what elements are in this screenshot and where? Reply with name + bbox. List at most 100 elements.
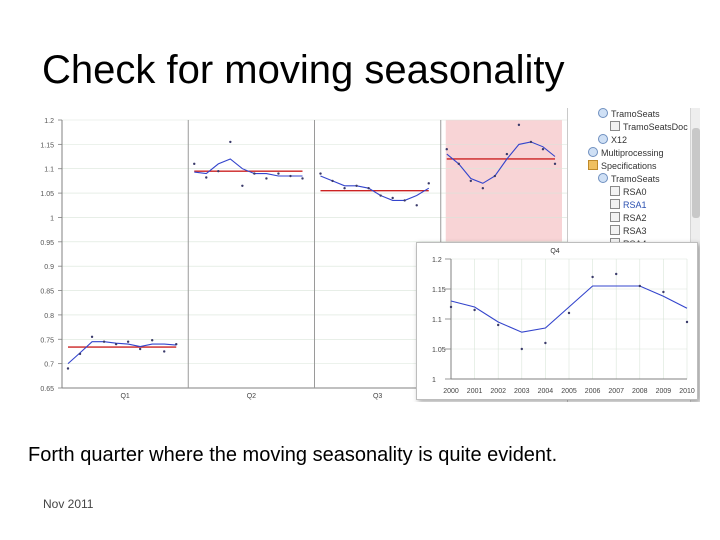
data-point [457,162,460,166]
q4-detail-popup: Q4 1.2 1.15 1.1 1.05 1 2000 2001 2002 2003 2004 200… [416,242,698,400]
x-tick-label: 2005 [561,388,577,395]
tree-item[interactable]: Specifications [588,160,657,172]
data-point [301,177,304,180]
trend-line [67,341,177,365]
y-tick-label: 1.15 [432,287,446,294]
slide-title: Check for moving seasonality [42,48,565,92]
data-point [379,194,382,197]
data-point [163,350,166,353]
data-point [403,199,406,202]
data-point [205,176,208,179]
y-tick-label: 1.15 [40,142,54,149]
trend-line [446,141,556,184]
data-point [319,172,322,175]
y-tick-label: 1.2 [44,118,54,125]
x-tick-label: 2001 [467,388,483,395]
x-category-label: Q2 [247,393,256,400]
document-icon [610,186,620,196]
data-point [289,174,292,178]
popup-title: Q4 [550,248,559,255]
tree-item[interactable]: RSA0 [610,186,647,198]
application-screenshot: 1.2 1.15 1.1 1.05 1 0.95 0.9 0.85 0.8 0.75 0.7 0.65… [32,108,700,402]
data-point [591,275,594,279]
data-point [217,169,220,173]
document-icon [610,121,620,131]
x-tick-label: 2008 [632,388,648,395]
tree-item[interactable]: TramoSeats [598,173,660,185]
data-point [449,305,453,309]
data-point [481,187,485,190]
tree-item-selected[interactable]: RSA1 [610,199,647,211]
y-tick-label: 1.2 [432,257,442,264]
y-tick-label: 0.8 [44,313,54,320]
data-point [415,204,418,207]
y-tick-label: 0.65 [40,386,54,393]
data-point [520,347,523,351]
data-point [265,177,268,180]
data-point [78,352,82,356]
data-point [90,335,94,339]
data-point [517,123,521,127]
data-point [445,148,448,151]
data-point [469,179,473,183]
slide-caption: Forth quarter where the moving seasonali… [28,444,558,466]
x-category-label: Q1 [120,393,129,400]
data-point [685,320,689,324]
data-point [175,342,178,346]
y-tick-label: 1.05 [432,347,446,354]
y-tick-label: 0.7 [44,362,54,369]
tree-item[interactable]: TramoSeats [598,108,660,120]
data-point [638,284,641,288]
x-tick-label: 2002 [490,388,506,395]
x-tick-label: 2004 [538,388,554,395]
data-point [114,342,118,346]
data-point [493,174,497,178]
data-point [193,162,196,166]
gear-icon [598,173,608,183]
trend-line [450,285,688,333]
x-tick-label: 2007 [608,388,624,395]
x-tick-label: 2003 [514,388,530,395]
data-point [277,172,280,175]
tree-item[interactable]: TramoSeatsDoc [610,121,688,133]
y-tick-label: 1.1 [432,317,442,324]
data-point [229,140,232,144]
data-point [66,367,70,370]
data-point [391,196,394,200]
tree-item[interactable]: RSA3 [610,225,647,237]
data-point [497,323,500,327]
data-point [662,290,665,294]
y-tick-label: 1.05 [40,191,54,198]
y-tick-label: 0.95 [40,240,54,247]
data-point [553,162,557,166]
data-point [541,148,545,151]
y-tick-label: 1 [432,377,436,384]
y-tick-label: 0.9 [44,264,54,271]
data-point [126,340,130,343]
data-point [473,308,476,312]
data-point [343,187,346,190]
data-point [544,341,547,345]
y-tick-label: 1.1 [44,167,54,174]
tree-item[interactable]: RSA2 [610,212,647,224]
document-icon [610,212,620,222]
data-point [150,339,154,342]
y-tick-label: 0.75 [40,337,54,344]
data-point [331,179,334,183]
gear-icon [598,108,608,118]
scrollbar-thumb[interactable] [692,128,700,218]
data-point [615,272,618,276]
data-point [102,340,106,343]
document-icon [610,225,620,235]
tree-item[interactable]: Multiprocessing [588,147,664,159]
data-point [567,311,571,315]
trend-line [320,175,430,201]
x-category-label: Q3 [373,393,382,400]
data-point [427,182,430,185]
gear-icon [598,134,608,144]
data-point [355,184,358,187]
x-tick-label: 2010 [679,388,695,395]
tree-item[interactable]: X12 [598,134,627,146]
data-point [529,140,533,144]
folder-icon [588,160,598,170]
